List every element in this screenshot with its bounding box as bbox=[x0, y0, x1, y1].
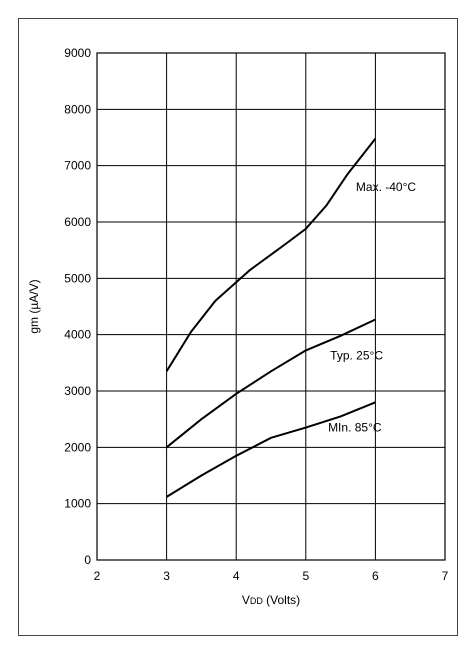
series-label: MIn. 85°C bbox=[328, 421, 382, 435]
x-tick-label: 7 bbox=[442, 569, 449, 583]
series-line bbox=[166, 401, 376, 498]
x-tick-label: 5 bbox=[302, 569, 309, 583]
series-lines bbox=[165, 137, 377, 498]
grid bbox=[96, 52, 446, 561]
y-tick-label: 6000 bbox=[64, 215, 91, 229]
y-axis-label: gm (µA/V) bbox=[27, 279, 41, 333]
y-tick-label: 3000 bbox=[64, 384, 91, 398]
y-tick-label: 4000 bbox=[64, 328, 91, 342]
plot-border bbox=[96, 52, 446, 561]
x-tick-label: 3 bbox=[163, 569, 170, 583]
series-label: Typ. 25°C bbox=[330, 348, 383, 362]
y-tick-label: 1000 bbox=[64, 497, 91, 511]
y-tick-label: 2000 bbox=[64, 440, 91, 454]
y-tick-label: 9000 bbox=[64, 46, 91, 60]
y-tick-label: 7000 bbox=[64, 159, 91, 173]
x-tick-label: 4 bbox=[233, 569, 240, 583]
series-line bbox=[165, 137, 377, 372]
y-tick-label: 0 bbox=[84, 553, 91, 567]
y-tick-label: 8000 bbox=[64, 102, 91, 116]
x-tick-label: 6 bbox=[372, 569, 379, 583]
series-labels: Max. -40°C Typ. 25°C MIn. 85°C bbox=[328, 180, 416, 435]
x-tick-labels: 2 3 4 5 6 7 bbox=[94, 569, 449, 583]
x-axis-label: VDD (Volts) bbox=[242, 593, 300, 607]
figure-frame bbox=[18, 18, 458, 636]
y-tick-labels: 0 1000 2000 3000 4000 5000 6000 7000 8000 9000 bbox=[64, 46, 91, 567]
series-line bbox=[165, 318, 376, 449]
y-tick-label: 5000 bbox=[64, 271, 91, 285]
series-label: Max. -40°C bbox=[356, 180, 416, 194]
x-tick-label: 2 bbox=[94, 569, 101, 583]
